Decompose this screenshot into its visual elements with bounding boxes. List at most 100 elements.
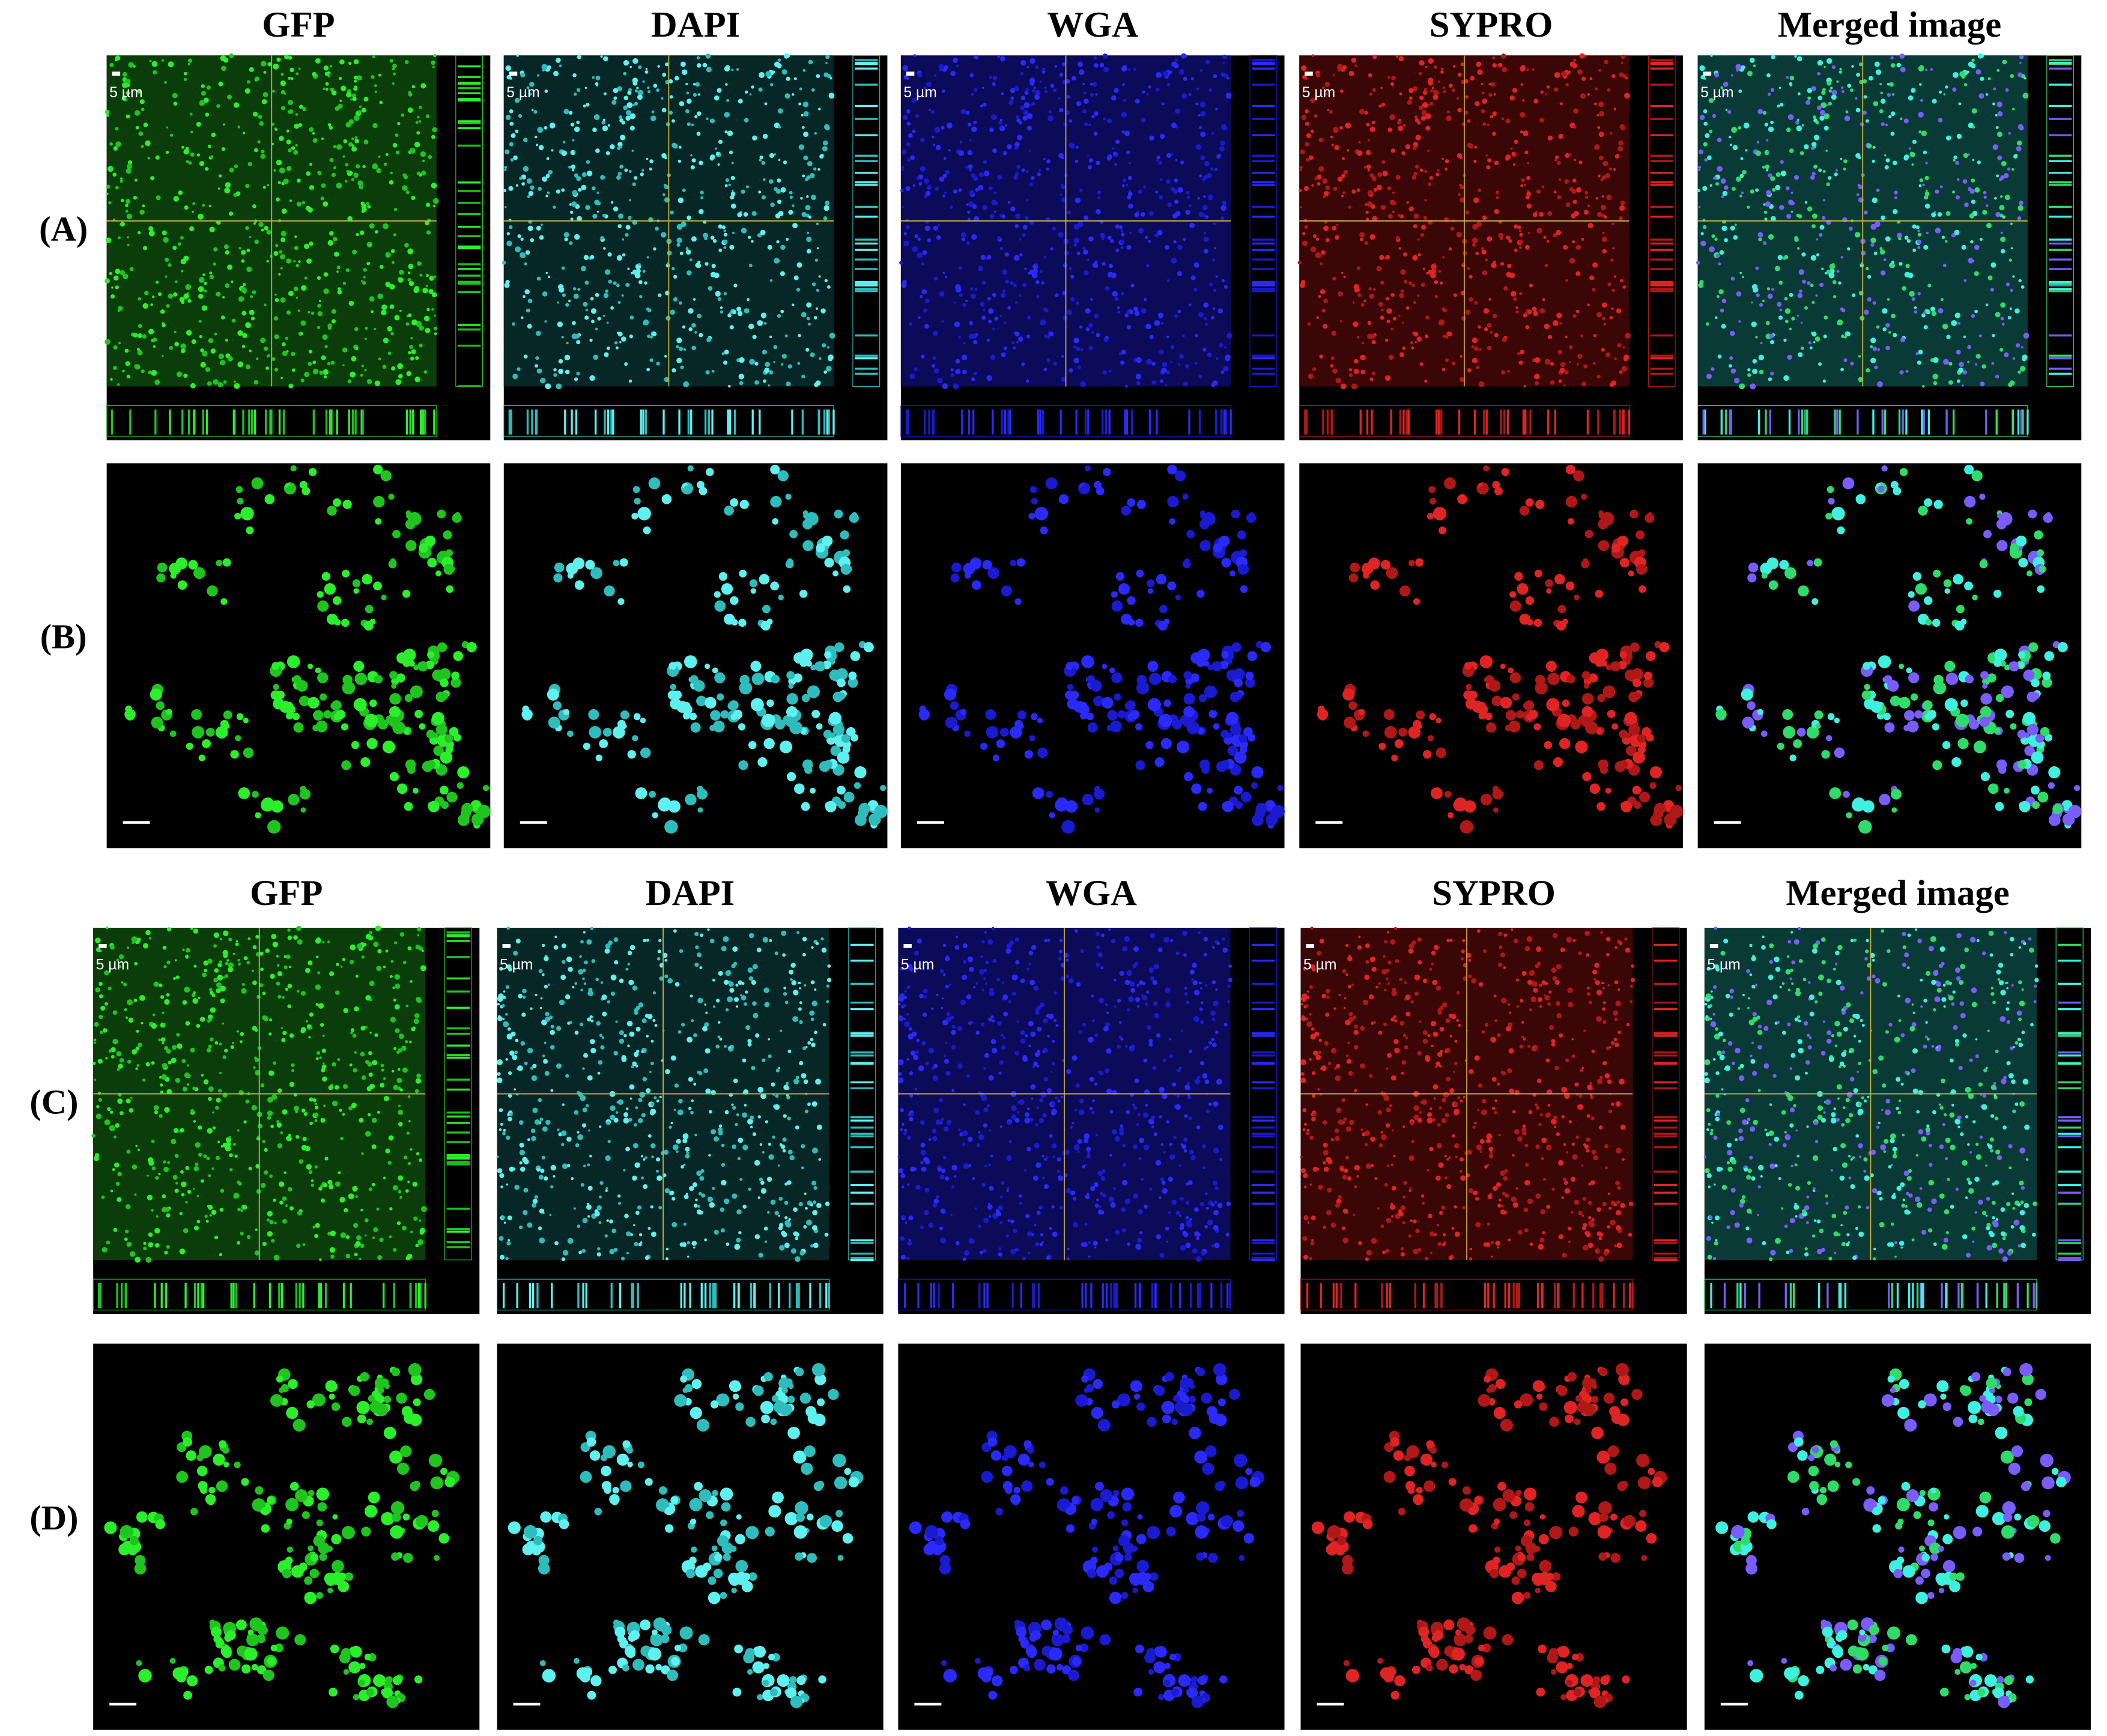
cell: [1103, 117, 1106, 121]
cell: [520, 237, 524, 241]
cell: [1836, 80, 1839, 83]
cell: [515, 246, 521, 253]
cell: [1559, 367, 1565, 374]
yz-stripe: [1650, 268, 1673, 270]
cell: [109, 271, 112, 276]
cell: [1016, 145, 1020, 149]
cell: [585, 308, 589, 312]
cell: [1967, 153, 1970, 156]
cell: [1017, 135, 1023, 141]
cell: [1736, 291, 1742, 297]
cell: [1121, 506, 1132, 516]
cell: [981, 280, 986, 285]
cell: [1881, 215, 1885, 220]
cell: [1076, 101, 1082, 106]
cell: [955, 369, 961, 375]
cell: [1231, 509, 1240, 519]
cell: [291, 146, 296, 150]
cell: [1174, 178, 1178, 183]
cell: [970, 294, 976, 300]
cell: [1719, 250, 1724, 255]
cell: [990, 114, 997, 121]
xz-stripe: [1836, 409, 1839, 435]
cell: [1587, 93, 1590, 96]
cell: [2012, 357, 2016, 360]
cell: [1061, 820, 1075, 834]
cell: [1312, 367, 1317, 371]
xz-stripe: [1503, 409, 1506, 435]
cell: [832, 724, 845, 736]
cell: [951, 562, 962, 573]
cell: [173, 196, 179, 202]
xz-stripe: [535, 409, 538, 435]
cell: [1917, 360, 1922, 365]
cell: [748, 741, 757, 749]
yz-stripe: [855, 367, 878, 370]
cell: [1654, 804, 1664, 814]
cell: [1193, 262, 1199, 268]
cell: [374, 90, 377, 93]
xz-stripe: [283, 409, 285, 435]
cell: [1543, 235, 1547, 239]
cell: [1822, 170, 1826, 173]
cell: [1995, 126, 1999, 129]
cell: [1127, 596, 1136, 605]
cell: [1908, 95, 1914, 101]
cell: [1260, 642, 1272, 653]
cell: [1518, 229, 1522, 232]
cell: [567, 572, 574, 579]
cell: [280, 73, 284, 76]
cell: [1450, 226, 1455, 231]
cell: [611, 100, 617, 105]
cell: [296, 264, 300, 268]
cell: [647, 90, 650, 94]
cell: [1067, 210, 1072, 215]
cell: [553, 368, 557, 372]
cell: [404, 59, 409, 64]
cell: [922, 250, 927, 255]
cell: [1811, 213, 1817, 219]
cell: [568, 300, 571, 303]
cell: [1526, 192, 1531, 196]
cell: [1219, 535, 1230, 546]
cell: [680, 61, 686, 67]
cell: [1838, 281, 1842, 285]
cell: [1999, 205, 2005, 211]
cell: [261, 61, 267, 67]
cell: [569, 203, 572, 206]
cell: [630, 272, 633, 275]
cell: [1031, 176, 1035, 180]
cell: [1509, 672, 1521, 683]
cell: [1403, 124, 1406, 127]
cell: [1372, 216, 1378, 222]
cell: [1520, 349, 1525, 355]
cell: [1762, 300, 1765, 303]
cell: [576, 216, 582, 222]
cell: [1164, 244, 1169, 250]
cell: [1029, 58, 1035, 64]
cell: [1356, 188, 1360, 192]
cell: [404, 243, 409, 248]
cell: [566, 563, 578, 575]
cell: [255, 357, 259, 360]
cell: [1650, 814, 1663, 826]
cell: [360, 374, 363, 377]
cell: [124, 709, 136, 720]
cell: [712, 720, 725, 733]
cell: [690, 165, 695, 170]
cell: [2010, 74, 2015, 79]
cell: [1175, 159, 1178, 162]
cell: [1747, 368, 1751, 372]
cell: [596, 192, 599, 195]
cell: [711, 264, 716, 268]
cell: [1876, 189, 1880, 192]
cell: [744, 90, 748, 94]
cell: [1532, 212, 1538, 217]
cell: [1390, 327, 1393, 331]
cell: [1724, 185, 1729, 190]
cell: [1058, 494, 1069, 504]
cell: [188, 560, 198, 570]
cell: [1839, 68, 1842, 70]
cell: [1735, 223, 1737, 226]
cell: [1159, 605, 1168, 614]
